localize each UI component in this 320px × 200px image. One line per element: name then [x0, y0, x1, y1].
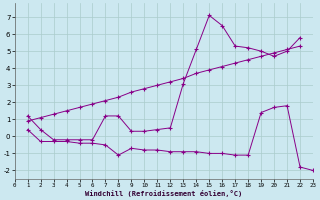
X-axis label: Windchill (Refroidissement éolien,°C): Windchill (Refroidissement éolien,°C): [85, 190, 243, 197]
